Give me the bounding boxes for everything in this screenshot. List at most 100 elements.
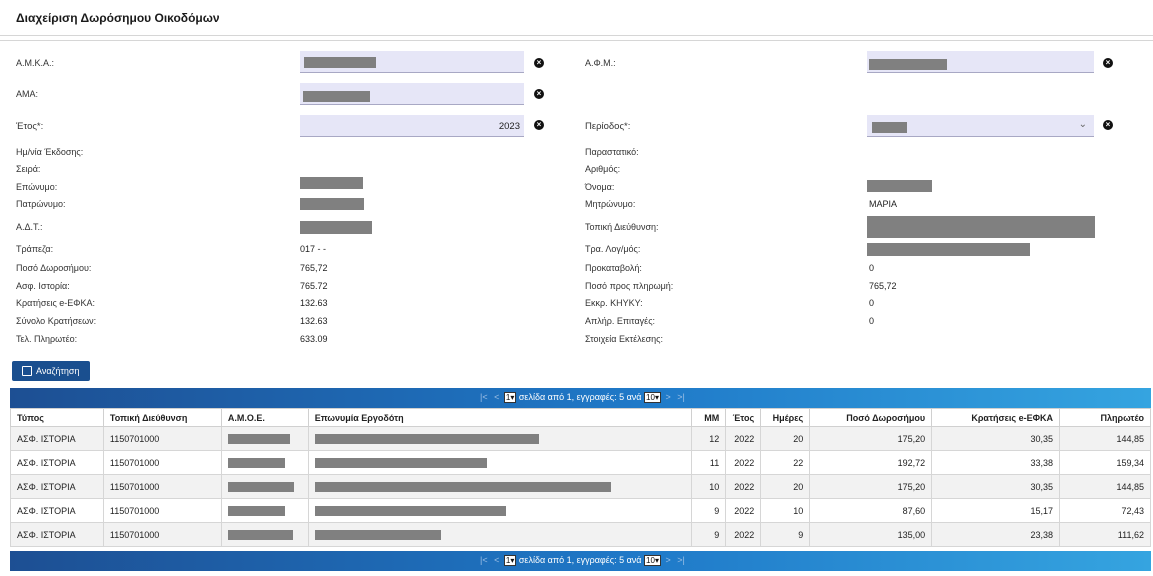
cell-year: 2022 [725,522,762,547]
detail-value: 0 [869,263,875,273]
cell-amoe [220,426,309,451]
cell-deductions: 23,38 [931,522,1060,547]
col-type[interactable]: Τύπος [10,408,104,427]
col-year[interactable]: Έτος [725,408,762,427]
cell-year: 2022 [725,474,762,499]
next-page-icon[interactable]: > [665,555,671,565]
cell-amoe [220,498,309,523]
col-amoe[interactable]: Α.Μ.Ο.Ε. [220,408,309,427]
table-row[interactable]: ΑΣΦ. ΙΣΤΟΡΙΑ 1150701000 9 2022 9 135,00 23,38 1… [10,522,1152,547]
redacted-address [867,216,1095,238]
cell-employer [307,498,693,523]
cell-address: 1150701000 [102,474,222,499]
detail-label: Παραστατικό: [585,147,639,157]
search-button[interactable]: Αναζήτηση [12,361,90,381]
redacted-value [303,91,370,102]
first-page-icon[interactable]: |< [480,555,488,565]
cell-deductions: 30,35 [931,474,1060,499]
detail-value: 765.72 [300,281,328,291]
period-select[interactable]: ⌄ [867,115,1094,137]
col-deductions[interactable]: Κρατήσεις e-ΕΦΚΑ [931,408,1060,427]
col-employer[interactable]: Επωνυμία Εργοδότη [307,408,693,427]
redacted-surname [300,177,363,189]
first-page-icon[interactable]: |< [480,392,488,402]
cell-mm: 9 [691,498,727,523]
cell-days: 9 [760,522,811,547]
amka-clear-icon[interactable]: × [534,58,544,68]
amka-input[interactable] [300,51,524,73]
afm-clear-icon[interactable]: × [1103,58,1113,68]
detail-value: 0 [869,298,875,308]
period-clear-icon[interactable]: × [1103,120,1113,130]
last-page-icon[interactable]: >| [677,555,685,565]
detail-label: Τελ. Πληρωτέο: [16,334,78,344]
detail-label: Στοιχεία Εκτέλεσης: [585,334,663,344]
cell-type: ΑΣΦ. ΙΣΤΟΡΙΑ [10,474,104,499]
next-page-icon[interactable]: > [665,392,671,402]
table-row[interactable]: ΑΣΦ. ΙΣΤΟΡΙΑ 1150701000 9 2022 10 87,60 15,17 7… [10,498,1152,523]
page-title: Διαχείριση Δωρόσημου Οικοδόμων [16,11,220,25]
detail-label: Σύνολο Κρατήσεων: [16,316,97,326]
search-icon [22,366,32,376]
detail-value: ΜΑΡΙΑ [869,199,898,209]
cell-amount: 135,00 [809,522,933,547]
table-row[interactable]: ΑΣΦ. ΙΣΤΟΡΙΑ 1150701000 11 2022 22 192,72 33,3… [10,450,1152,475]
per-page-select[interactable]: 10▾ [644,555,661,567]
year-value: 2023 [498,121,520,132]
amka-label: Α.Μ.Κ.Α.: [16,58,55,68]
cell-mm: 11 [691,450,727,475]
detail-label: Μητρώνυμο: [585,199,636,209]
redacted-value [314,458,487,468]
redacted-value [227,482,294,492]
cell-amount: 175,20 [809,474,933,499]
cell-amount: 175,20 [809,426,933,451]
records-table: Τύπος Τοπική Διεύθυνση Α.Μ.Ο.Ε. Επωνυμία… [10,408,1152,547]
year-input[interactable]: 2023 [300,115,524,137]
detail-label: Εκκρ. ΚΗΥΚΥ: [585,298,643,308]
detail-label: Τρα. Λογ/μός: [585,244,641,254]
detail-label: Α.Δ.Τ.: [16,222,43,232]
col-payable[interactable]: Πληρωτέο [1058,408,1152,427]
last-page-icon[interactable]: >| [677,392,685,402]
col-days[interactable]: Ημέρες [760,408,811,427]
redacted-value [314,434,539,444]
redacted-account [867,243,1030,256]
redacted-value [227,458,285,468]
per-page-select[interactable]: 10▾ [644,392,661,404]
prev-page-icon[interactable]: < [494,392,500,402]
detail-label: Τοπική Διεύθυνση: [585,222,659,232]
page-select[interactable]: 1▾ [503,555,517,567]
col-mm[interactable]: ΜΜ [691,408,727,427]
period-label: Περίοδος*: [585,121,631,132]
ama-label: ΑΜΑ: [16,89,39,99]
prev-page-icon[interactable]: < [494,555,500,565]
redacted-value [227,506,285,516]
cell-payable: 111,62 [1058,522,1152,547]
page-select[interactable]: 1▾ [503,392,517,404]
detail-label: Πατρώνυμο: [16,199,66,209]
ama-input[interactable] [300,83,524,105]
redacted-adt [300,221,372,234]
per-page-value: 10 [646,556,655,566]
table-row[interactable]: ΑΣΦ. ΙΣΤΟΡΙΑ 1150701000 10 2022 20 175,20 30,3… [10,474,1152,499]
col-amount[interactable]: Ποσό Δωροσήμου [809,408,933,427]
redacted-fathername [300,198,364,210]
cell-days: 10 [760,498,811,523]
detail-label: Αριθμός: [585,164,621,174]
detail-value: 017 - - [300,244,327,254]
afm-input[interactable] [867,51,1094,73]
col-address[interactable]: Τοπική Διεύθυνση [102,408,222,427]
cell-address: 1150701000 [102,450,222,475]
detail-label: Προκαταβολή: [585,263,642,273]
year-clear-icon[interactable]: × [534,120,544,130]
cell-payable: 144,85 [1058,426,1152,451]
detail-label: Σειρά: [16,164,41,174]
pager-text: σελίδα από 1, εγγραφές: 5 ανά [518,392,642,402]
afm-label: Α.Φ.Μ.: [585,58,616,68]
ama-clear-icon[interactable]: × [534,89,544,99]
detail-label: Κρατήσεις e-ΕΦΚΑ: [16,298,95,308]
redacted-firstname [867,180,932,192]
cell-type: ΑΣΦ. ΙΣΤΟΡΙΑ [10,498,104,523]
table-row[interactable]: ΑΣΦ. ΙΣΤΟΡΙΑ 1150701000 12 2022 20 175,20 30,3… [10,426,1152,451]
cell-address: 1150701000 [102,426,222,451]
